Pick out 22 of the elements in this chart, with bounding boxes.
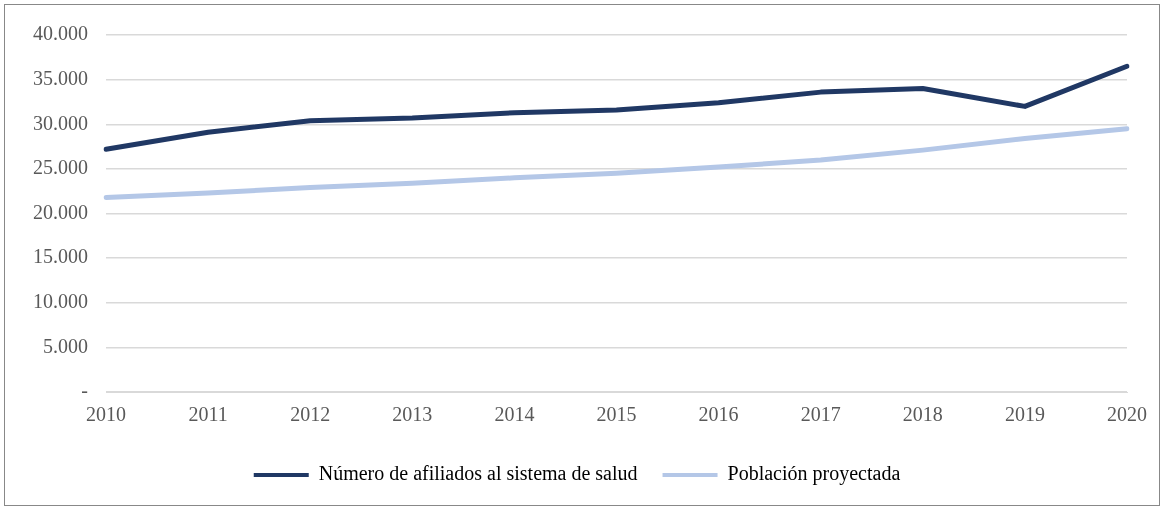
x-tick-label: 2012 (290, 403, 331, 426)
x-tick-label: 2013 (392, 403, 433, 426)
x-tick-label: 2015 (596, 403, 637, 426)
legend-label: Número de afiliados al sistema de salud (318, 462, 638, 485)
y-tick-label: 20.000 (33, 200, 88, 223)
y-tick-label: 25.000 (33, 156, 88, 179)
x-tick-label: 2011 (188, 403, 228, 426)
x-tick-label: 2010 (86, 403, 126, 426)
y-tick-label: 35.000 (33, 66, 88, 89)
x-tick-label: 2018 (902, 403, 943, 426)
x-tick-label: 2017 (800, 403, 841, 426)
x-tick-label: 2020 (1107, 403, 1147, 426)
y-tick-label: 15.000 (33, 245, 88, 268)
y-tick-label: 30.000 (33, 111, 88, 134)
y-tick-label: 40.000 (33, 22, 88, 45)
legend-label: Población proyectada (727, 462, 901, 486)
y-tick-label: - (81, 379, 88, 402)
x-tick-label: 2014 (494, 403, 535, 426)
x-tick-label: 2016 (698, 403, 739, 426)
y-tick-label: 5.000 (43, 334, 88, 357)
x-tick-label: 2019 (1004, 403, 1045, 426)
y-tick-label: 10.000 (33, 290, 88, 312)
